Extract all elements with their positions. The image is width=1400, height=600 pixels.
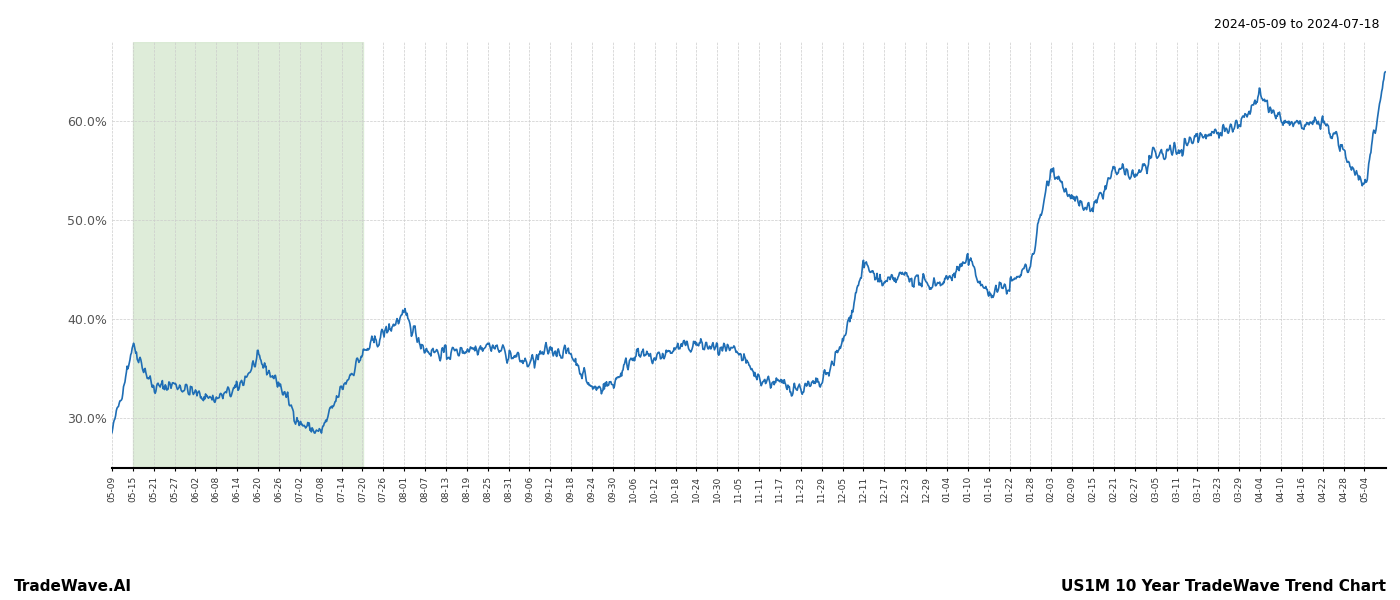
Text: US1M 10 Year TradeWave Trend Chart: US1M 10 Year TradeWave Trend Chart — [1061, 579, 1386, 594]
Text: TradeWave.AI: TradeWave.AI — [14, 579, 132, 594]
Text: 2024-05-09 to 2024-07-18: 2024-05-09 to 2024-07-18 — [1214, 18, 1379, 31]
Bar — [133, 42, 363, 468]
